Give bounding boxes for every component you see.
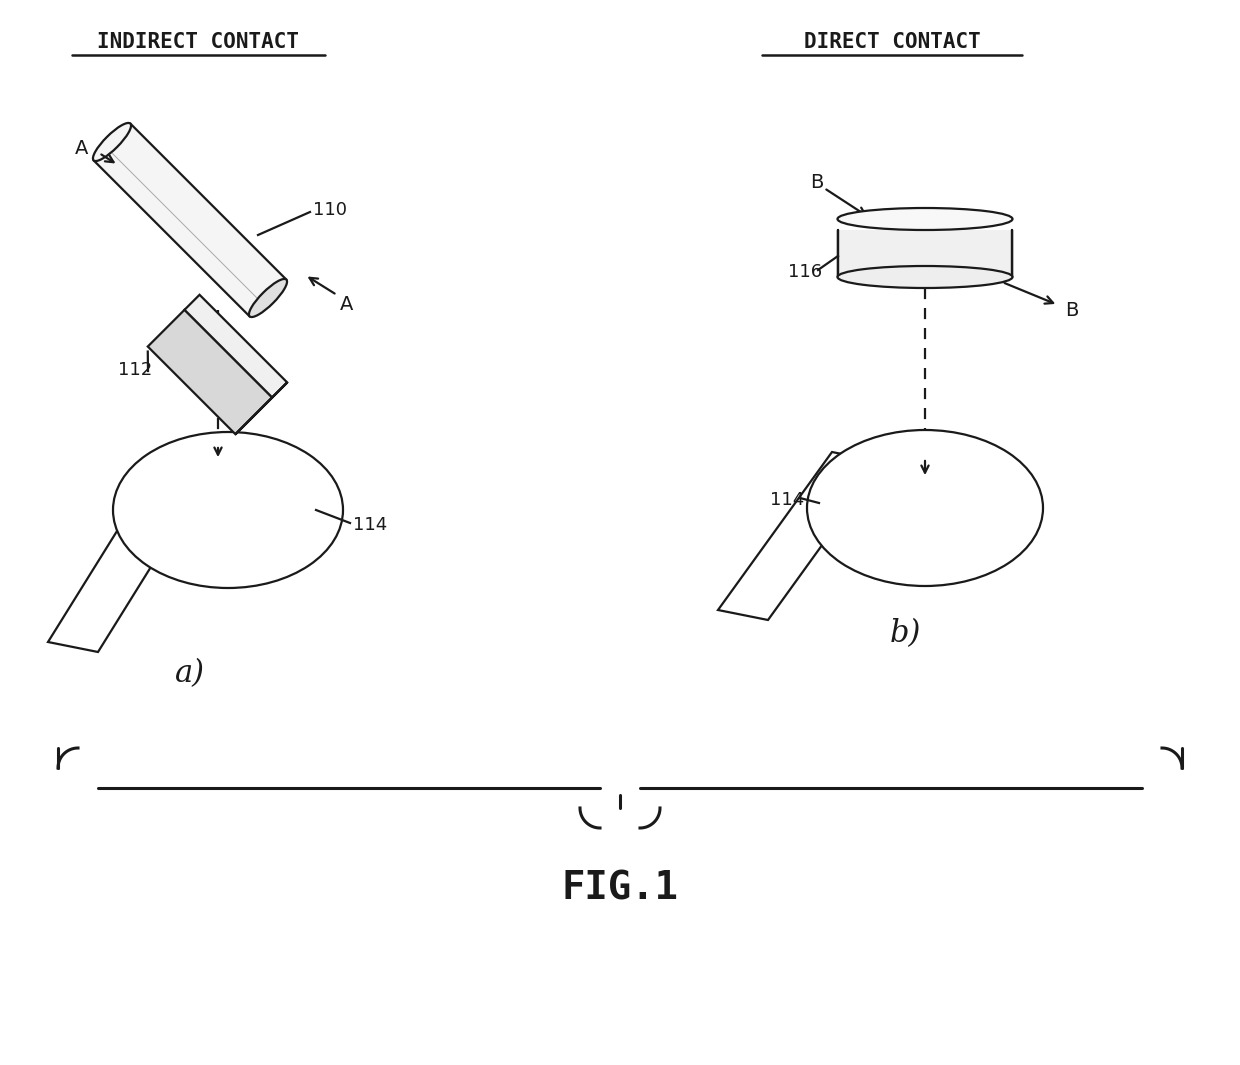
Ellipse shape <box>837 266 1013 288</box>
Text: a): a) <box>175 658 205 689</box>
Text: A: A <box>340 295 353 314</box>
Ellipse shape <box>93 122 131 161</box>
Ellipse shape <box>807 430 1043 586</box>
Text: b): b) <box>890 618 921 649</box>
Text: DIRECT CONTACT: DIRECT CONTACT <box>804 32 981 52</box>
Polygon shape <box>838 230 1012 277</box>
Text: 114: 114 <box>353 517 387 534</box>
Text: 110: 110 <box>312 201 347 219</box>
Text: 114: 114 <box>770 491 805 509</box>
Text: 116: 116 <box>787 263 822 281</box>
Text: 112: 112 <box>118 361 153 379</box>
Ellipse shape <box>837 208 1013 230</box>
Text: INDIRECT CONTACT: INDIRECT CONTACT <box>97 32 299 52</box>
Polygon shape <box>48 478 200 652</box>
Polygon shape <box>718 452 882 620</box>
Polygon shape <box>148 310 273 435</box>
Polygon shape <box>236 382 288 435</box>
Text: FIG.1: FIG.1 <box>562 870 678 908</box>
Ellipse shape <box>113 432 343 588</box>
Ellipse shape <box>249 279 288 317</box>
Text: B: B <box>1065 300 1079 320</box>
Text: A: A <box>76 138 89 158</box>
Polygon shape <box>185 295 288 397</box>
Polygon shape <box>93 124 286 316</box>
Text: B: B <box>810 173 823 192</box>
